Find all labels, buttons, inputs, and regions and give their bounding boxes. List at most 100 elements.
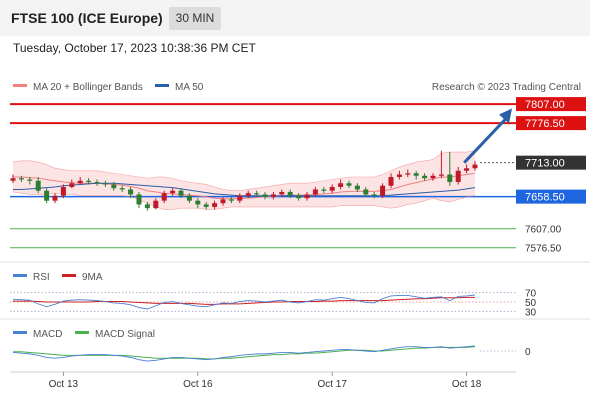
candle-body [464, 168, 470, 171]
candle-body [472, 164, 478, 169]
rsi-tick-label: 30 [525, 307, 537, 318]
rsi-line [12, 294, 476, 310]
macd-line [12, 345, 476, 362]
legend-swatch-rsi [13, 274, 27, 277]
candle-body [86, 180, 92, 182]
legend-swatch-ma50 [155, 84, 169, 87]
legend-label-ma20: MA 20 + Bollinger Bands [33, 82, 143, 93]
candle-body [262, 194, 268, 197]
candle-body [161, 193, 167, 201]
candle-body [111, 184, 117, 189]
candle-body [69, 183, 75, 187]
resistance-level-label: 7807.00 [525, 99, 565, 111]
candle-body [52, 195, 58, 201]
candle-body [128, 189, 134, 195]
candle-body [396, 174, 402, 177]
candle-body [346, 183, 352, 186]
candle-body [380, 185, 386, 196]
legend-label-macd: MACD [33, 329, 62, 340]
candle-body [220, 199, 226, 204]
candle-body [304, 194, 310, 199]
candle-body [354, 185, 360, 190]
candle-body [287, 191, 293, 196]
candle-body [438, 174, 444, 176]
ma50-line [13, 182, 476, 197]
candle-body [119, 188, 125, 190]
candle-body [270, 194, 276, 197]
forecast-arrow-head [499, 108, 512, 124]
candle-body [422, 175, 428, 179]
candle-body [94, 181, 100, 184]
legend-swatch-ma20 [13, 84, 27, 87]
timeframe-badge[interactable]: 30 MIN [169, 7, 221, 30]
support-level-label: 7576.50 [525, 244, 562, 255]
candle-body [35, 180, 41, 191]
candle-body [77, 180, 83, 184]
candle-body [170, 190, 176, 194]
candle-body [10, 178, 16, 181]
rsi-tick-label: 70 [525, 289, 537, 300]
timestamp: Tuesday, October 17, 2023 10:38:36 PM CE… [13, 41, 256, 55]
candle-body [321, 189, 327, 191]
macd-tick-label: 0 [525, 347, 531, 358]
candle-body [455, 170, 461, 182]
candle-body [245, 193, 251, 196]
candle-body [329, 186, 335, 191]
candle-body [18, 178, 24, 180]
macd-signal-line [13, 346, 476, 360]
candle-body [371, 194, 377, 196]
forecast-arrow-shaft [463, 115, 510, 164]
candle-body [203, 204, 209, 207]
legend-label-ma50: MA 50 [175, 82, 204, 93]
candle-body [27, 179, 33, 181]
legend-swatch-macd [13, 331, 27, 334]
candle-body [60, 186, 66, 196]
candle-body [136, 194, 142, 205]
legend-swatch-macd-signal [75, 331, 89, 334]
candle-body [178, 190, 184, 196]
rsi-tick-label: 50 [525, 298, 537, 309]
resistance-tag [516, 116, 586, 131]
legend-label-macd-signal: MACD Signal [95, 329, 155, 340]
candle-body [254, 193, 260, 195]
x-tick-label: Oct 16 [183, 379, 213, 390]
watermark: Research © 2023 Trading Central [432, 82, 581, 93]
candle-body [195, 200, 201, 205]
candle-body [279, 191, 285, 195]
candle-body [153, 200, 159, 209]
candle-body [363, 189, 369, 195]
x-tick-label: Oct 13 [49, 379, 79, 390]
x-tick-label: Oct 18 [452, 379, 482, 390]
candle-body [102, 183, 108, 185]
bollinger-upper-line [12, 150, 476, 192]
candle-body [296, 195, 302, 199]
bollinger-band-fill [13, 150, 475, 210]
legend-label-rsi: RSI [33, 272, 50, 283]
candle-body [312, 189, 318, 195]
candle-body [405, 173, 411, 175]
legend-swatch-9ma [62, 274, 76, 277]
candle-body [413, 173, 419, 176]
candle-body [430, 175, 436, 179]
resistance-tag [516, 97, 586, 112]
support-level-label: 7607.00 [525, 225, 562, 236]
instrument-title: FTSE 100 (ICE Europe) [11, 10, 163, 26]
chart-header: FTSE 100 (ICE Europe) 30 MIN [0, 0, 590, 36]
candle-body [338, 183, 344, 187]
candle-body [228, 199, 234, 201]
candle-body [237, 195, 243, 201]
x-tick-label: Oct 17 [317, 379, 347, 390]
current-level-label: 7713.00 [525, 158, 565, 170]
current-tag [516, 155, 586, 170]
pivot-tag [516, 189, 586, 204]
candle-body [186, 195, 192, 201]
bollinger-lower-line [12, 191, 476, 210]
candle-body [44, 190, 50, 201]
candle-body [388, 177, 394, 186]
candle-body [212, 203, 218, 207]
resistance-level-label: 7776.50 [525, 118, 565, 130]
legend-label-9ma: 9MA [82, 272, 103, 283]
rsi-9ma-line [13, 296, 475, 305]
ma20-line [13, 172, 476, 200]
